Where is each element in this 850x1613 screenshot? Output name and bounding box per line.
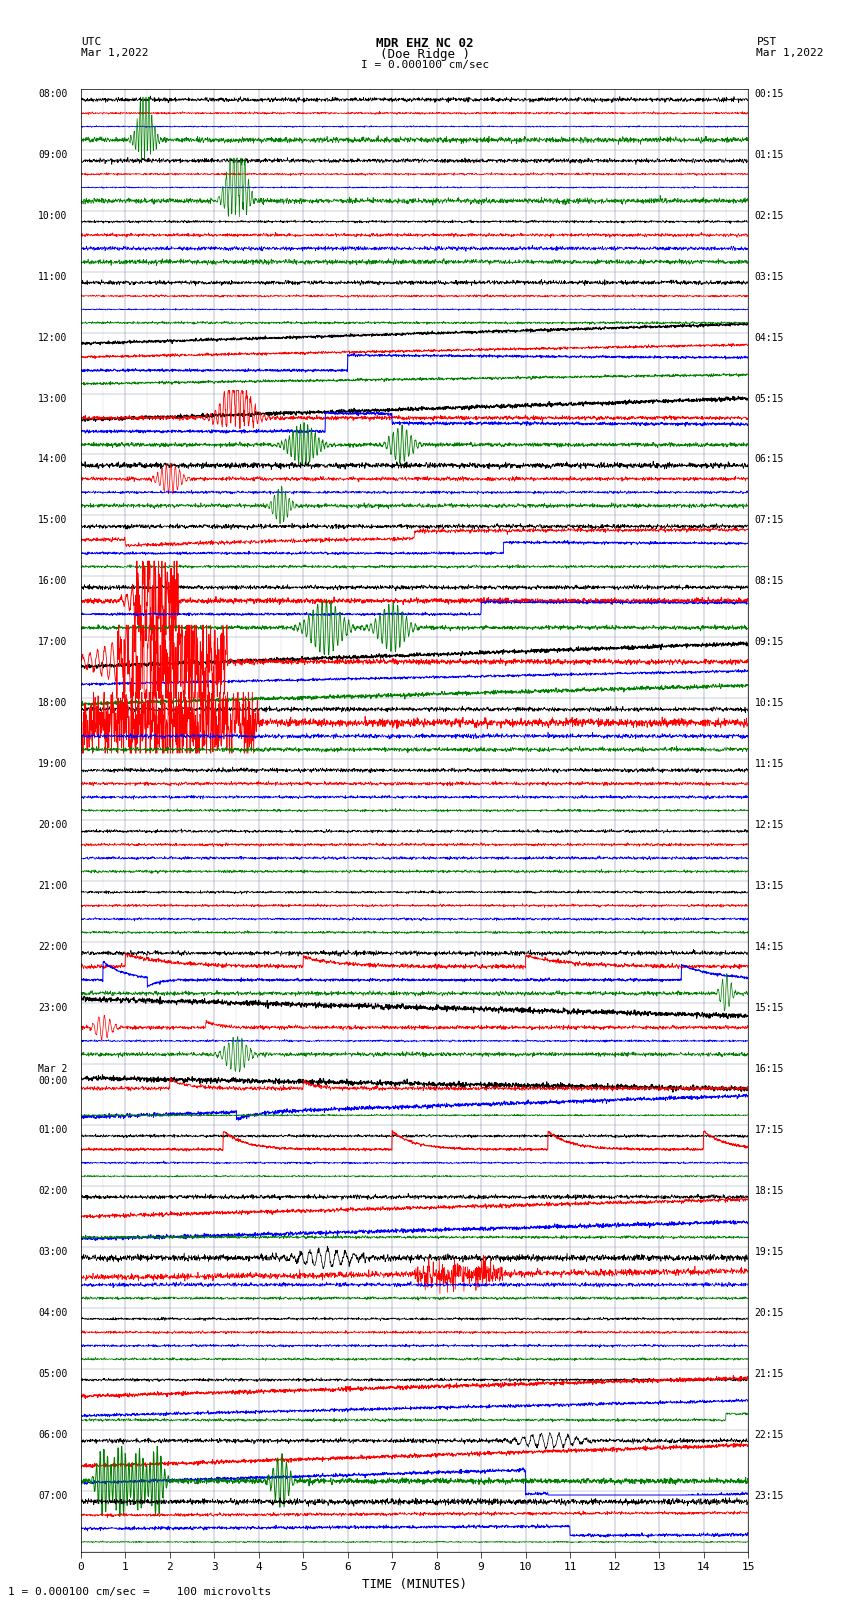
- X-axis label: TIME (MINUTES): TIME (MINUTES): [362, 1578, 467, 1590]
- Text: 06:00: 06:00: [38, 1429, 67, 1440]
- Text: 05:15: 05:15: [755, 394, 784, 403]
- Text: 06:15: 06:15: [755, 455, 784, 465]
- Text: 01:15: 01:15: [755, 150, 784, 160]
- Text: 16:15: 16:15: [755, 1065, 784, 1074]
- Text: 23:15: 23:15: [755, 1490, 784, 1500]
- Text: 12:15: 12:15: [755, 821, 784, 831]
- Text: 09:00: 09:00: [38, 150, 67, 160]
- Text: 10:00: 10:00: [38, 211, 67, 221]
- Text: 20:15: 20:15: [755, 1308, 784, 1318]
- Text: 17:15: 17:15: [755, 1124, 784, 1136]
- Text: 23:00: 23:00: [38, 1003, 67, 1013]
- Text: 13:15: 13:15: [755, 881, 784, 890]
- Text: 07:15: 07:15: [755, 516, 784, 526]
- Text: Mar 1,2022: Mar 1,2022: [756, 48, 824, 58]
- Text: 15:00: 15:00: [38, 516, 67, 526]
- Text: (Doe Ridge ): (Doe Ridge ): [380, 48, 470, 61]
- Text: 22:15: 22:15: [755, 1429, 784, 1440]
- Text: 16:00: 16:00: [38, 576, 67, 587]
- Text: 08:15: 08:15: [755, 576, 784, 587]
- Text: 09:15: 09:15: [755, 637, 784, 647]
- Text: 21:15: 21:15: [755, 1369, 784, 1379]
- Text: 13:00: 13:00: [38, 394, 67, 403]
- Text: 02:15: 02:15: [755, 211, 784, 221]
- Text: 19:15: 19:15: [755, 1247, 784, 1257]
- Text: 03:15: 03:15: [755, 271, 784, 282]
- Text: 11:15: 11:15: [755, 760, 784, 769]
- Text: I = 0.000100 cm/sec: I = 0.000100 cm/sec: [361, 60, 489, 69]
- Text: PST: PST: [756, 37, 777, 47]
- Text: 11:00: 11:00: [38, 271, 67, 282]
- Text: 18:15: 18:15: [755, 1186, 784, 1195]
- Text: 20:00: 20:00: [38, 821, 67, 831]
- Text: 01:00: 01:00: [38, 1124, 67, 1136]
- Text: 07:00: 07:00: [38, 1490, 67, 1500]
- Text: Mar 2
00:00: Mar 2 00:00: [38, 1065, 67, 1086]
- Text: 12:00: 12:00: [38, 332, 67, 342]
- Text: 10:15: 10:15: [755, 698, 784, 708]
- Text: 03:00: 03:00: [38, 1247, 67, 1257]
- Text: 08:00: 08:00: [38, 89, 67, 98]
- Text: 15:15: 15:15: [755, 1003, 784, 1013]
- Text: 00:15: 00:15: [755, 89, 784, 98]
- Text: 02:00: 02:00: [38, 1186, 67, 1195]
- Text: 04:15: 04:15: [755, 332, 784, 342]
- Text: UTC: UTC: [81, 37, 101, 47]
- Text: 14:15: 14:15: [755, 942, 784, 952]
- Text: MDR EHZ NC 02: MDR EHZ NC 02: [377, 37, 473, 50]
- Text: 17:00: 17:00: [38, 637, 67, 647]
- Text: Mar 1,2022: Mar 1,2022: [81, 48, 148, 58]
- Text: 04:00: 04:00: [38, 1308, 67, 1318]
- Text: 21:00: 21:00: [38, 881, 67, 890]
- Text: 1 = 0.000100 cm/sec =    100 microvolts: 1 = 0.000100 cm/sec = 100 microvolts: [8, 1587, 272, 1597]
- Text: 22:00: 22:00: [38, 942, 67, 952]
- Text: 05:00: 05:00: [38, 1369, 67, 1379]
- Text: 19:00: 19:00: [38, 760, 67, 769]
- Text: 14:00: 14:00: [38, 455, 67, 465]
- Text: 18:00: 18:00: [38, 698, 67, 708]
